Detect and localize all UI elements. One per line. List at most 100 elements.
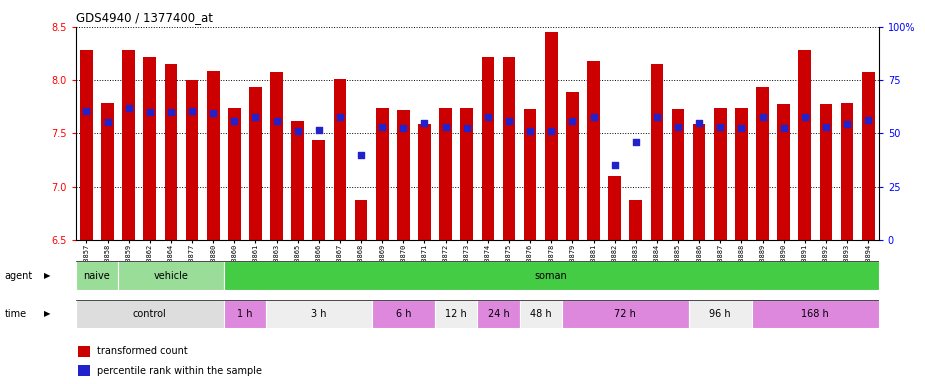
Bar — [228, 108, 240, 240]
Bar — [418, 124, 431, 240]
Text: ▶: ▶ — [44, 271, 51, 280]
Bar — [561, 300, 688, 328]
Text: 12 h: 12 h — [445, 309, 467, 319]
Bar — [672, 109, 684, 240]
Bar — [757, 86, 769, 240]
Point — [100, 119, 115, 125]
Bar — [224, 300, 266, 328]
Text: 168 h: 168 h — [801, 309, 829, 319]
Bar — [587, 61, 599, 240]
Bar — [435, 300, 477, 328]
Point — [205, 110, 220, 116]
Bar — [482, 57, 494, 240]
Point — [142, 109, 157, 115]
Bar — [777, 104, 790, 240]
Point — [692, 120, 707, 126]
Bar — [355, 200, 367, 240]
Point — [248, 114, 263, 121]
Point — [290, 128, 305, 134]
Bar — [820, 104, 832, 240]
Bar — [735, 108, 747, 240]
Bar — [78, 365, 90, 376]
Text: GDS4940 / 1377400_at: GDS4940 / 1377400_at — [76, 11, 213, 24]
Bar — [249, 86, 262, 240]
Bar — [688, 300, 752, 328]
Point — [607, 162, 622, 169]
Point — [460, 125, 475, 131]
Bar — [477, 300, 520, 328]
Text: 24 h: 24 h — [487, 309, 510, 319]
Point — [121, 105, 136, 111]
Text: percentile rank within the sample: percentile rank within the sample — [97, 366, 262, 376]
Point — [797, 114, 812, 121]
Point — [734, 125, 749, 131]
Bar — [76, 261, 118, 290]
Text: ▶: ▶ — [44, 310, 51, 318]
Point — [396, 125, 411, 131]
Point — [649, 114, 664, 121]
Bar — [313, 140, 326, 240]
Point — [819, 124, 833, 130]
Bar — [752, 300, 879, 328]
Bar — [566, 92, 579, 240]
Point — [417, 120, 432, 126]
Point — [333, 114, 348, 121]
Text: 3 h: 3 h — [311, 309, 327, 319]
Point — [565, 118, 580, 124]
Point — [353, 152, 368, 158]
Text: transformed count: transformed count — [97, 346, 188, 356]
Text: 6 h: 6 h — [396, 309, 411, 319]
Bar — [224, 261, 879, 290]
Point — [312, 127, 327, 133]
Bar — [101, 103, 114, 240]
Bar — [291, 121, 304, 240]
Bar — [520, 300, 561, 328]
Text: agent: agent — [5, 270, 33, 281]
Bar — [376, 108, 388, 240]
Bar — [545, 32, 558, 240]
Bar — [207, 71, 219, 240]
Bar — [186, 80, 198, 240]
Bar — [143, 57, 156, 240]
Point — [480, 114, 495, 121]
Bar — [397, 110, 410, 240]
Point — [840, 121, 855, 127]
Point — [501, 118, 516, 124]
Bar — [714, 108, 727, 240]
Bar — [841, 103, 854, 240]
Text: control: control — [133, 309, 166, 319]
Bar — [266, 300, 372, 328]
Bar — [798, 50, 811, 240]
Bar — [122, 50, 135, 240]
Text: vehicle: vehicle — [154, 270, 189, 281]
Point — [861, 116, 876, 122]
Point — [375, 124, 389, 130]
Bar — [629, 200, 642, 240]
Bar — [76, 300, 224, 328]
Point — [544, 128, 559, 134]
Bar — [693, 124, 706, 240]
Point — [438, 124, 453, 130]
Text: 48 h: 48 h — [530, 309, 551, 319]
Bar — [118, 261, 224, 290]
Bar — [862, 72, 874, 240]
Bar — [270, 72, 283, 240]
Point — [185, 108, 200, 114]
Bar — [461, 108, 473, 240]
Bar — [80, 50, 92, 240]
Point — [269, 118, 284, 124]
Point — [79, 108, 93, 114]
Point — [628, 139, 643, 145]
Text: soman: soman — [535, 270, 568, 281]
Point — [776, 125, 791, 131]
Bar — [372, 300, 435, 328]
Text: time: time — [5, 309, 27, 319]
Point — [713, 124, 728, 130]
Text: 72 h: 72 h — [614, 309, 636, 319]
Point — [586, 114, 601, 121]
Point — [523, 128, 537, 134]
Bar — [524, 109, 536, 240]
Text: naive: naive — [83, 270, 110, 281]
Text: 1 h: 1 h — [237, 309, 253, 319]
Bar — [439, 108, 452, 240]
